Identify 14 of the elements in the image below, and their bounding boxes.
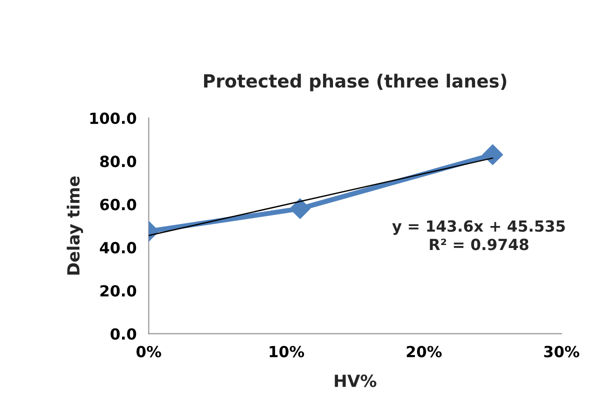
y-tick-label: 0.0 bbox=[110, 328, 136, 340]
x-axis-title: HV% bbox=[334, 374, 376, 388]
x-tick-label: 20% bbox=[406, 346, 442, 358]
chart-title: Protected phase (three lanes) bbox=[204, 74, 506, 92]
x-tick-label: 0% bbox=[136, 346, 162, 358]
x-tick-label: 10% bbox=[270, 346, 304, 358]
x-tick-label: 30% bbox=[544, 346, 580, 358]
y-tick-label: 20.0 bbox=[100, 285, 136, 297]
y-tick-label: 60.0 bbox=[100, 198, 136, 210]
y-tick-label: 40.0 bbox=[100, 242, 136, 254]
annotation: y = 143.6x + 45.535 R² = 0.9748 bbox=[392, 220, 565, 250]
y-axis-title: Delay time bbox=[66, 176, 84, 275]
y-tick-label: 80.0 bbox=[100, 156, 136, 168]
y-tick-label: 100.0 bbox=[90, 112, 136, 124]
